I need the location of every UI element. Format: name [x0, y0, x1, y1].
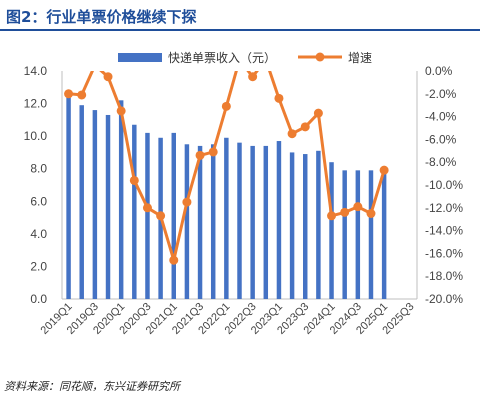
- bar-2024Q4: [368, 170, 374, 299]
- growth-point-2023Q3: [300, 122, 310, 132]
- left-tick-label: 2.0: [30, 259, 47, 273]
- chart-title: 图2：行业单票价格继续下探: [6, 8, 197, 26]
- left-tick-label: 10.0: [24, 129, 48, 143]
- right-tick-label: -20.0%: [425, 292, 463, 306]
- left-tick-label: 6.0: [30, 194, 47, 208]
- bar-2019Q2: [79, 105, 84, 299]
- right-tick-label: -16.0%: [425, 246, 463, 260]
- growth-point-2021Q4: [208, 147, 218, 157]
- right-tick-label: -4.0%: [425, 110, 457, 124]
- growth-point-2021Q1: [169, 255, 179, 265]
- bar-2023Q3: [303, 154, 308, 299]
- bar-2025Q1: [381, 171, 387, 299]
- right-axis-ticks: -20.0% -18.0% -16.0% -14.0% -12.0% -10.0% -8.0…: [425, 64, 463, 306]
- bar-2023Q4: [316, 150, 321, 299]
- bar-2019Q4: [105, 114, 111, 299]
- right-tick-label: -18.0%: [425, 269, 463, 283]
- right-tick-label: -8.0%: [425, 155, 457, 169]
- left-tick-label: 0.0: [30, 292, 47, 306]
- growth-point-2019Q2: [77, 90, 87, 100]
- bar-2022Q2: [237, 142, 242, 299]
- growth-point-2019Q3: [90, 61, 99, 70]
- x-axis-ticks: 2019Q12019Q32020Q12020Q32021Q12021Q32022…: [39, 301, 417, 337]
- growth-point-2019Q1: [64, 89, 74, 99]
- legend-line-label: 增速: [348, 51, 372, 65]
- chart-legend: 快递单票收入（元） 增速: [118, 51, 372, 65]
- bar-2020Q1: [118, 100, 124, 299]
- bar-2020Q3: [145, 132, 150, 299]
- growth-point-2020Q3: [142, 203, 152, 213]
- growth-point-2021Q2: [182, 197, 192, 207]
- bar-2024Q3: [355, 170, 361, 299]
- growth-point-2020Q2: [129, 175, 139, 185]
- growth-point-2024Q2: [340, 207, 350, 217]
- right-tick-label: -12.0%: [425, 201, 463, 215]
- bar-2021Q1: [171, 132, 176, 299]
- growth-point-2022Q1: [221, 101, 231, 111]
- growth-point-2020Q4: [156, 211, 166, 221]
- bar-2024Q1: [329, 162, 334, 299]
- growth-point-2025Q1: [379, 165, 389, 175]
- growth-point-2024Q3: [353, 202, 363, 212]
- legend-line-marker: [315, 52, 325, 62]
- bar-2022Q1: [224, 137, 229, 299]
- bar-2019Q1: [66, 92, 71, 300]
- bar-series: [66, 92, 387, 300]
- right-tick-label: -6.0%: [425, 132, 457, 146]
- chart-canvas: 快递单票收入（元） 增速 0.0 2.0 4.0 6.0 8.0 10.0 12.0 14.0…: [24, 51, 464, 337]
- growth-point-2023Q1: [274, 93, 284, 103]
- growth-point-2022Q3: [248, 72, 258, 82]
- bar-2022Q4: [263, 145, 269, 299]
- growth-point-2020Q1: [116, 106, 126, 116]
- growth-point-2023Q4: [313, 108, 323, 118]
- growth-point-2023Q2: [287, 129, 297, 139]
- bar-2021Q3: [197, 145, 203, 299]
- right-tick-label: -2.0%: [425, 87, 457, 101]
- right-tick-label: -14.0%: [425, 224, 463, 238]
- bar-2021Q4: [210, 144, 216, 299]
- right-tick-label: 0.0%: [425, 64, 453, 78]
- legend-bar-label: 快递单票收入（元）: [168, 51, 276, 65]
- legend-bar-swatch: [118, 53, 162, 62]
- left-tick-label: 4.0: [30, 227, 47, 241]
- right-tick-label: -10.0%: [425, 178, 463, 192]
- source-note: 资料来源：同花顺，东兴证券研究所: [4, 380, 180, 393]
- bar-2022Q3: [250, 145, 255, 299]
- bar-2024Q2: [342, 170, 347, 299]
- bar-2019Q3: [92, 110, 98, 299]
- title-divider: [0, 29, 480, 31]
- growth-point-2024Q1: [327, 211, 337, 221]
- left-tick-label: 8.0: [30, 162, 47, 176]
- bar-2020Q2: [132, 124, 137, 299]
- bar-2023Q2: [289, 152, 295, 299]
- growth-point-2021Q3: [195, 150, 205, 160]
- left-tick-label: 12.0: [24, 97, 48, 111]
- growth-point-2024Q4: [366, 209, 376, 218]
- growth-point-2019Q4: [103, 72, 113, 82]
- left-axis-ticks: 0.0 2.0 4.0 6.0 8.0 10.0 12.0 14.0: [24, 64, 48, 306]
- bar-2021Q2: [184, 144, 190, 299]
- left-tick-label: 14.0: [24, 64, 48, 78]
- bar-2023Q1: [276, 141, 282, 299]
- growth-line-series: [64, 61, 389, 265]
